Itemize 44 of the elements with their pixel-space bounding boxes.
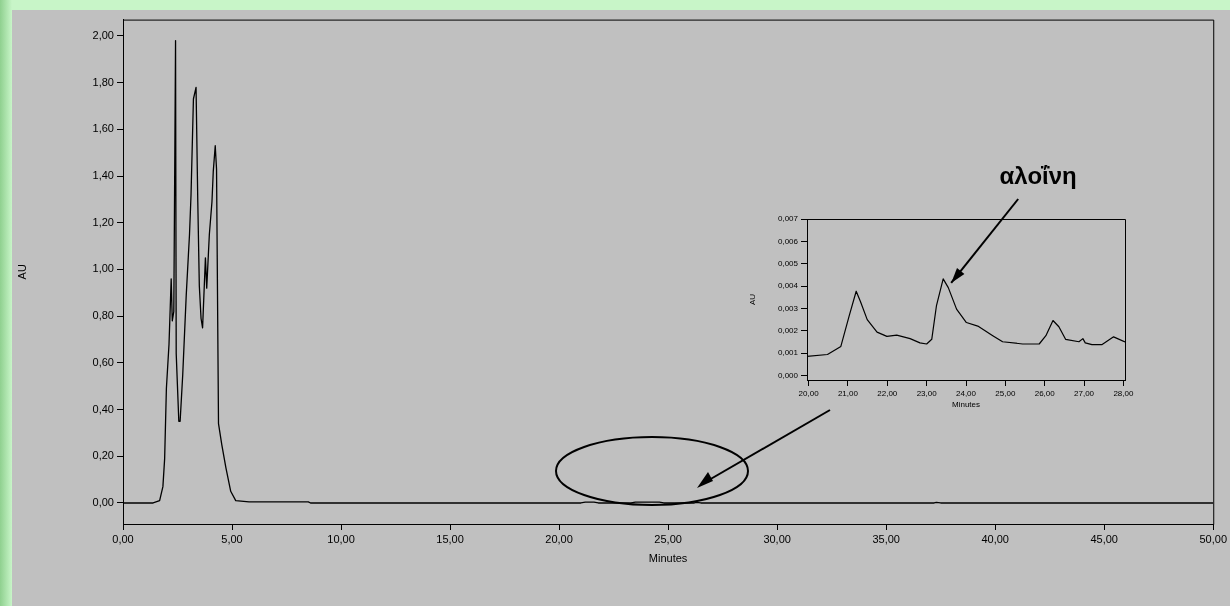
y-tick-label: 0,20 bbox=[92, 449, 114, 462]
y-tick-label: 1,80 bbox=[92, 75, 114, 88]
annotation: αλοΐνη bbox=[999, 161, 1077, 189]
x-axis-title: Minutes bbox=[648, 552, 688, 565]
y-tick-label: 0,006 bbox=[777, 236, 799, 246]
x-tick-label: 23,00 bbox=[916, 389, 938, 398]
x-tick-label: 15,00 bbox=[436, 532, 464, 545]
x-tick-label: 28,00 bbox=[1113, 389, 1134, 398]
x-tick-label: 20,00 bbox=[545, 532, 573, 545]
x-tick-label: 35,00 bbox=[872, 532, 900, 545]
y-tick-label: 0,003 bbox=[777, 303, 799, 313]
y-tick-label: 0,60 bbox=[92, 355, 114, 368]
x-axis-title: Minutes bbox=[951, 400, 981, 410]
y-tick-label: 1,20 bbox=[92, 215, 114, 228]
x-tick-label: 25,00 bbox=[995, 389, 1016, 398]
x-tick-label: 20,00 bbox=[798, 389, 820, 398]
x-tick-label: 30,00 bbox=[763, 532, 791, 545]
x-tick-label: 40,00 bbox=[981, 532, 1009, 545]
y-tick-label: 0,80 bbox=[92, 309, 114, 322]
y-axis-title: AU bbox=[15, 264, 28, 280]
y-tick-label: 0,40 bbox=[92, 402, 114, 415]
x-tick-label: 50,00 bbox=[1199, 532, 1227, 545]
y-tick-label: 2,00 bbox=[92, 28, 114, 41]
y-tick-label: 1,00 bbox=[92, 262, 114, 275]
x-tick-label: 0,00 bbox=[112, 532, 134, 545]
y-tick-label: 0,001 bbox=[777, 348, 799, 358]
y-axis-title: AU bbox=[748, 293, 757, 306]
y-tick-label: 0,002 bbox=[777, 326, 799, 336]
y-tick-label: 0,00 bbox=[92, 496, 114, 509]
y-tick-label: 0,005 bbox=[777, 258, 799, 268]
x-tick-label: 45,00 bbox=[1090, 532, 1118, 545]
y-tick-label: 0,004 bbox=[777, 281, 799, 291]
x-tick-label: 27,00 bbox=[1074, 389, 1095, 398]
x-tick-label: 26,00 bbox=[1034, 389, 1056, 398]
x-tick-label: 24,00 bbox=[955, 389, 977, 398]
y-tick-label: 1,40 bbox=[92, 169, 114, 182]
x-tick-label: 5,00 bbox=[221, 532, 243, 545]
x-tick-label: 22,00 bbox=[877, 389, 898, 398]
x-tick-label: 25,00 bbox=[654, 532, 682, 545]
y-tick-label: 0,000 bbox=[777, 370, 799, 380]
x-tick-label: 10,00 bbox=[327, 532, 355, 545]
x-tick-label: 21,00 bbox=[837, 389, 859, 398]
y-tick-label: 0,007 bbox=[777, 214, 799, 224]
y-tick-label: 1,60 bbox=[92, 122, 114, 135]
